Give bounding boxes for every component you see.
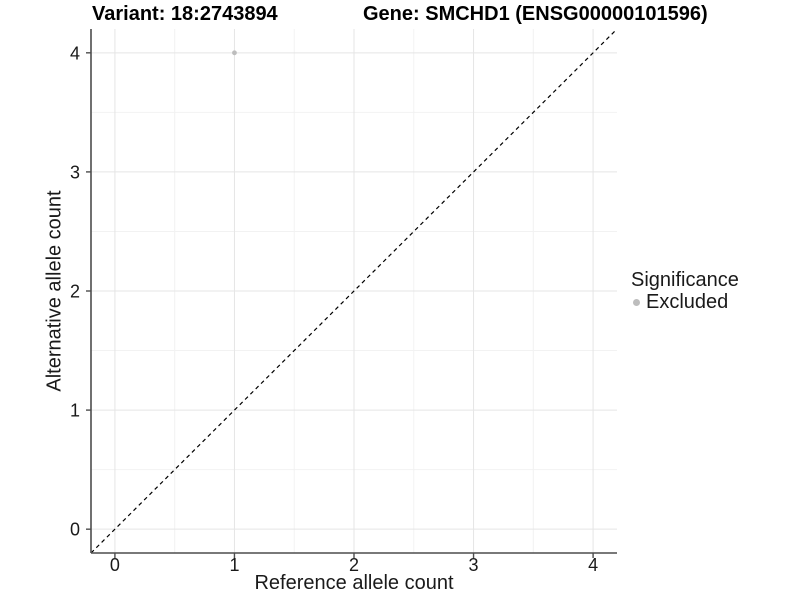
plot-title-gene: Gene: SMCHD1 (ENSG00000101596)	[363, 3, 708, 25]
plot-title-variant: Variant: 18:2743894	[92, 3, 278, 25]
x-tick-label: 0	[110, 555, 120, 575]
identity-line	[90, 28, 618, 554]
y-tick-label: 2	[70, 282, 80, 302]
y-tick-label: 4	[70, 43, 80, 63]
y-tick-label: 3	[70, 162, 80, 182]
x-tick-label: 1	[229, 555, 239, 575]
x-tick-label: 4	[588, 555, 598, 575]
legend: Significance Excluded	[631, 270, 739, 312]
data-point	[232, 50, 237, 56]
legend-item-excluded: Excluded	[631, 292, 739, 312]
legend-point-icon	[633, 298, 640, 306]
legend-title: Significance	[631, 269, 739, 291]
y-tick-label: 0	[70, 520, 80, 540]
legend-item-label: Excluded	[646, 291, 729, 313]
y-tick-label: 1	[70, 401, 80, 421]
y-axis-label: Alternative allele count	[43, 190, 66, 392]
x-tick-label: 2	[349, 555, 359, 575]
x-tick-label: 3	[469, 555, 479, 575]
x-axis-label: Reference allele count	[254, 572, 454, 594]
